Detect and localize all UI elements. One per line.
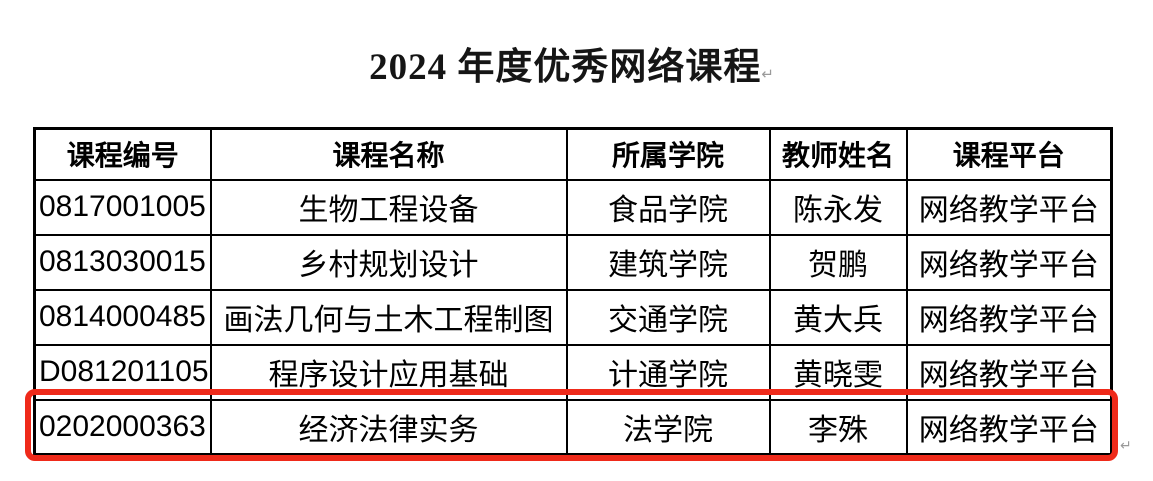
cell-course-code: 0814000485 bbox=[33, 288, 212, 346]
cell-college: 法学院 bbox=[565, 398, 771, 456]
table-row: 0817001005 生物工程设备 食品学院 陈永发 网络教学平台 bbox=[33, 178, 1113, 236]
cell-course-name: 画法几何与土木工程制图 bbox=[209, 288, 568, 346]
cell-platform: 网络教学平台 bbox=[905, 288, 1113, 346]
cell-course-name: 生物工程设备 bbox=[209, 178, 568, 236]
cell-college: 食品学院 bbox=[565, 178, 771, 236]
cell-course-code: 0202000363 bbox=[33, 398, 212, 456]
cell-platform: 网络教学平台 bbox=[905, 233, 1113, 291]
document-title-block: 2024 年度优秀网络课程↵ bbox=[33, 36, 1110, 90]
cell-teacher: 贺鹏 bbox=[768, 233, 908, 291]
table-end-paragraph-mark-icon: ↵ bbox=[1120, 438, 1132, 454]
cell-course-code: 0813030015 bbox=[33, 233, 212, 291]
cell-course-code: 0817001005 bbox=[33, 178, 212, 236]
table-row: D081201105 程序设计应用基础 计通学院 黄晓雯 网络教学平台 bbox=[33, 343, 1113, 401]
cell-course-name: 程序设计应用基础 bbox=[209, 343, 568, 401]
cell-college: 建筑学院 bbox=[565, 233, 771, 291]
cell-college: 计通学院 bbox=[565, 343, 771, 401]
cell-teacher: 黄大兵 bbox=[768, 288, 908, 346]
cell-platform: 网络教学平台 bbox=[905, 398, 1113, 456]
course-table: 课程编号 课程名称 所属学院 教师姓名 课程平台 0817001005 生物工程… bbox=[33, 127, 1113, 456]
cell-platform: 网络教学平台 bbox=[905, 343, 1113, 401]
cell-platform: 网络教学平台 bbox=[905, 178, 1113, 236]
column-header-teacher: 教师姓名 bbox=[768, 127, 908, 181]
table-row: 0813030015 乡村规划设计 建筑学院 贺鹏 网络教学平台 bbox=[33, 233, 1113, 291]
table-row: 0814000485 画法几何与土木工程制图 交通学院 黄大兵 网络教学平台 bbox=[33, 288, 1113, 346]
cell-course-code: D081201105 bbox=[33, 343, 212, 401]
table-row-highlighted: 0202000363 经济法律实务 法学院 李殊 网络教学平台 bbox=[33, 398, 1113, 456]
column-header-college: 所属学院 bbox=[565, 127, 771, 181]
cell-teacher: 李殊 bbox=[768, 398, 908, 456]
table-header-row: 课程编号 课程名称 所属学院 教师姓名 课程平台 bbox=[33, 127, 1113, 181]
column-header-course-code: 课程编号 bbox=[33, 127, 212, 181]
column-header-course-name: 课程名称 bbox=[209, 127, 568, 181]
cell-course-name: 乡村规划设计 bbox=[209, 233, 568, 291]
cell-course-name: 经济法律实务 bbox=[209, 398, 568, 456]
paragraph-mark-icon: ↵ bbox=[761, 65, 774, 83]
page-title: 2024 年度优秀网络课程 bbox=[369, 47, 762, 88]
cell-teacher: 黄晓雯 bbox=[768, 343, 908, 401]
cell-teacher: 陈永发 bbox=[768, 178, 908, 236]
column-header-platform: 课程平台 bbox=[905, 127, 1113, 181]
cell-college: 交通学院 bbox=[565, 288, 771, 346]
